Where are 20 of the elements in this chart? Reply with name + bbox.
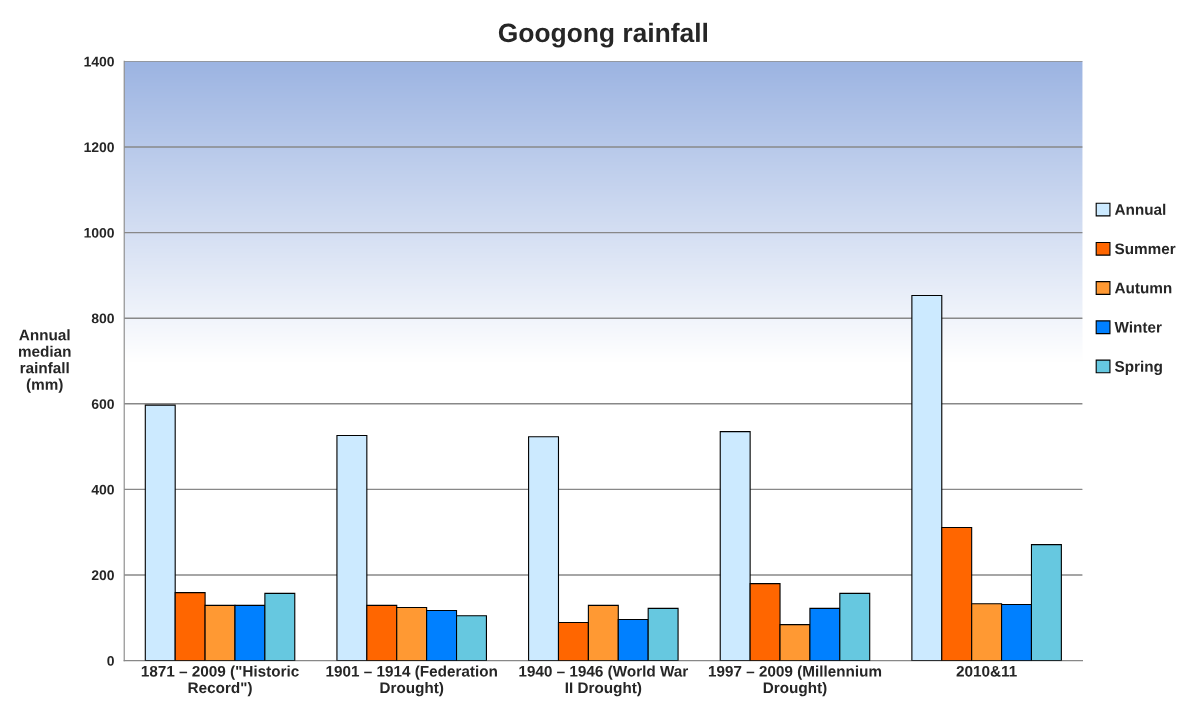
x-tick-label: 2010&11 (956, 665, 1017, 677)
y-tick-label: 1400 (84, 56, 114, 67)
legend-label: Winter (1114, 321, 1162, 333)
legend-label: Annual (1114, 203, 1166, 215)
x-tick-label: 1871 – 2009 ("Historic Record") (141, 665, 299, 697)
y-tick-label: 600 (91, 399, 114, 409)
y-tick-label: 400 (91, 484, 114, 495)
y-tick-label: 200 (91, 570, 114, 581)
y-axis-title: Annual median rainfall (mm) (18, 329, 71, 393)
x-tick-label: 1940 – 1946 (World War II Drought) (519, 665, 689, 697)
y-tick-label: 1200 (84, 142, 114, 153)
chart-title: Googong rainfall (498, 22, 708, 48)
y-tick-label: 0 (107, 655, 114, 666)
x-tick-label: 1997 – 2009 (Millennium Drought) (708, 665, 882, 697)
legend-label: Autumn (1114, 282, 1172, 294)
y-tick-label: 800 (91, 313, 114, 324)
legend-label: Summer (1114, 243, 1176, 255)
y-tick-label: 1000 (84, 227, 114, 238)
x-tick-label: 1901 – 1914 (Federation Drought) (326, 665, 497, 697)
legend-label: Spring (1114, 360, 1162, 375)
